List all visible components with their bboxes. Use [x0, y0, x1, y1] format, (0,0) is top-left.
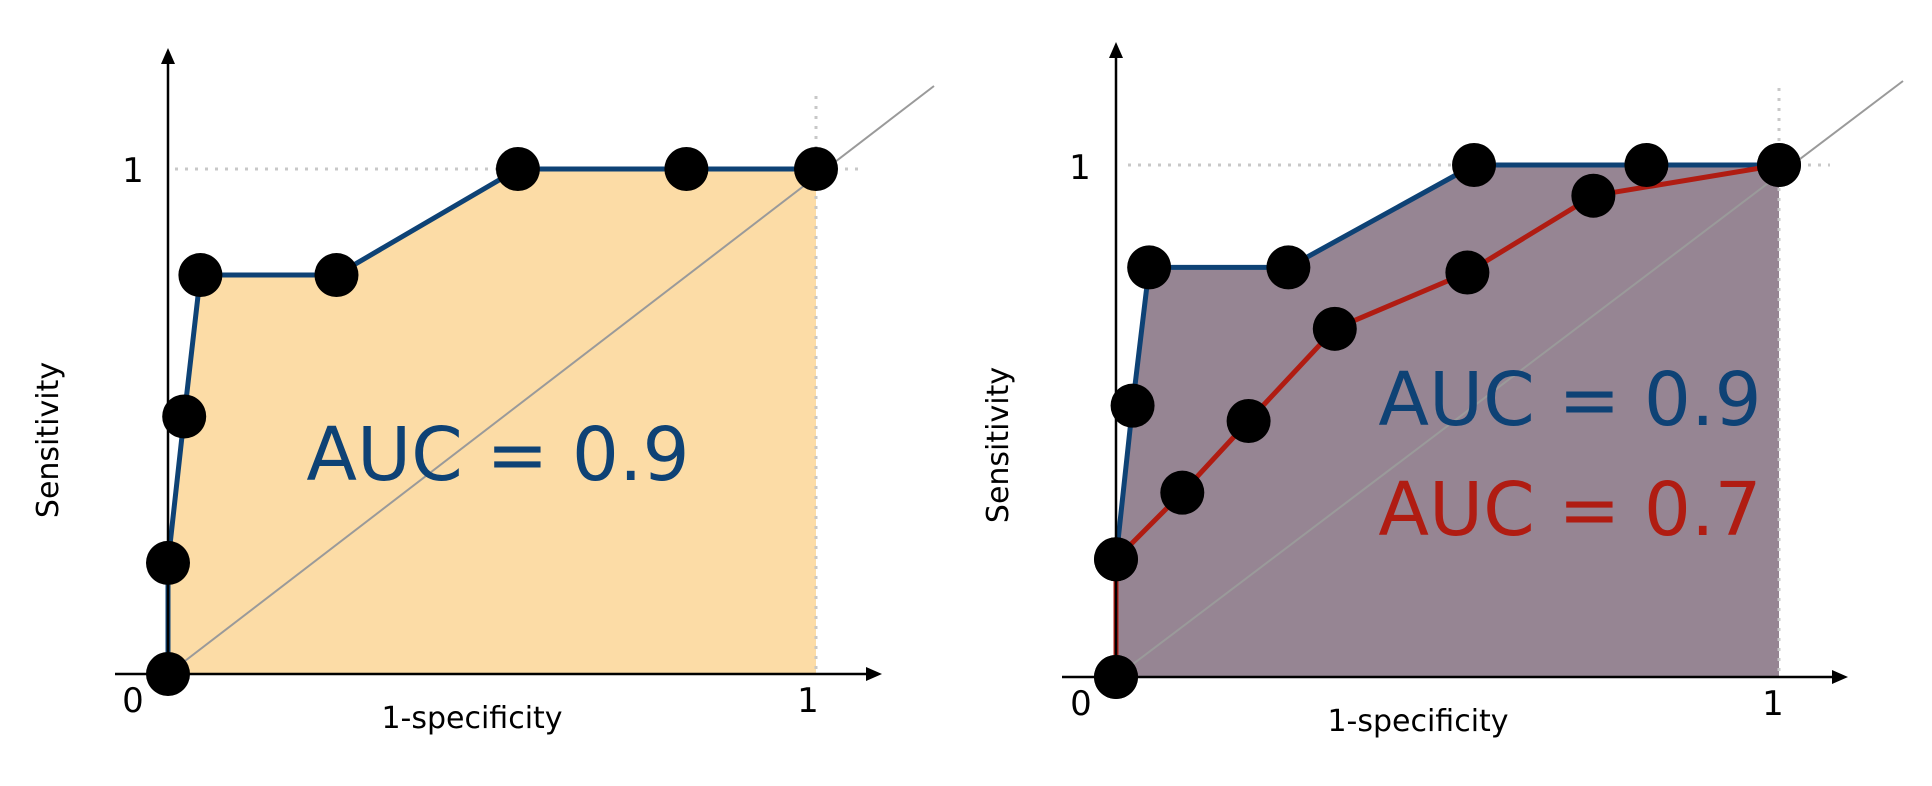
data-point — [178, 253, 223, 298]
data-point — [146, 540, 190, 585]
data-point — [1094, 655, 1138, 699]
roc-curve-blue — [1113, 162, 1779, 677]
data-point — [1452, 143, 1497, 187]
data-point — [1094, 537, 1138, 582]
y-axis-arrow-icon — [161, 48, 175, 64]
data-point — [664, 147, 709, 191]
y-axis-label: Sensitivity — [981, 367, 1016, 523]
data-point — [1571, 173, 1616, 218]
y-tick-label: 1 — [122, 151, 144, 191]
data-point — [794, 147, 838, 191]
data-point — [1445, 250, 1490, 295]
auc-annotation: AUC = 0.9 — [1378, 357, 1761, 443]
roc-panel-1: 0 1 1 1-specificity Sensitivity AUC = 0.9 — [31, 48, 935, 736]
data-point — [162, 394, 207, 439]
auc-annotation: AUC = 0.7 — [1378, 467, 1761, 553]
y-axis-label: Sensitivity — [31, 362, 66, 518]
x-tick-label: 1 — [797, 681, 819, 721]
roc-panel-2: 0 1 1 1-specificity Sensitivity AUC = 0.9 AUC … — [981, 42, 1904, 739]
x-axis-arrow-icon — [1832, 670, 1848, 684]
x-axis-label: 1-specificity — [381, 701, 562, 736]
data-point — [314, 253, 359, 298]
data-point — [1127, 245, 1172, 290]
roc-curve-blue — [165, 166, 816, 674]
x-axis-arrow-icon — [866, 667, 882, 681]
data-point — [495, 147, 540, 191]
data-point — [1110, 383, 1155, 428]
data-point — [1160, 470, 1205, 515]
auc-annotation: AUC = 0.9 — [306, 412, 689, 498]
x-tick-label: 0 — [1070, 684, 1092, 724]
data-point — [1226, 399, 1271, 443]
y-axis-arrow-icon — [1109, 42, 1123, 58]
x-axis-label: 1-specificity — [1327, 704, 1508, 739]
data-point — [1266, 245, 1311, 290]
data-point — [1312, 306, 1357, 351]
data-point — [1757, 143, 1801, 187]
auc-area-fill — [1116, 165, 1779, 677]
x-tick-label: 0 — [122, 681, 144, 721]
x-tick-label: 1 — [1762, 684, 1784, 724]
data-point — [1624, 143, 1669, 187]
data-point — [146, 652, 190, 696]
y-tick-label: 1 — [1069, 148, 1091, 188]
